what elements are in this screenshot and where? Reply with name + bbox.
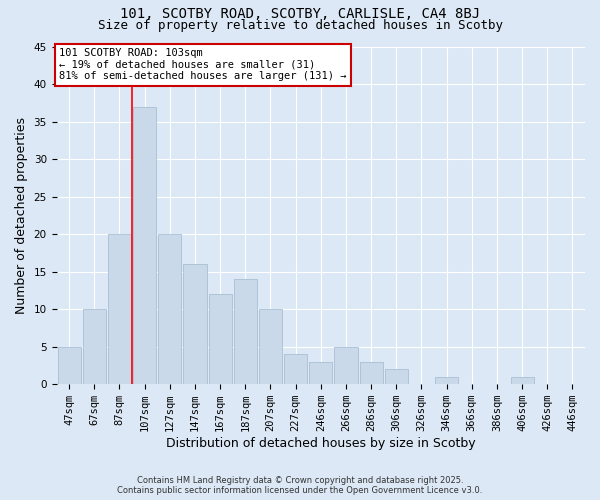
Bar — [158, 234, 181, 384]
Bar — [334, 346, 358, 384]
Bar — [359, 362, 383, 384]
Bar — [83, 309, 106, 384]
Text: Size of property relative to detached houses in Scotby: Size of property relative to detached ho… — [97, 18, 503, 32]
Bar — [209, 294, 232, 384]
Bar — [284, 354, 307, 384]
Text: 101, SCOTBY ROAD, SCOTBY, CARLISLE, CA4 8BJ: 101, SCOTBY ROAD, SCOTBY, CARLISLE, CA4 … — [120, 8, 480, 22]
Bar — [108, 234, 131, 384]
Bar — [435, 376, 458, 384]
Bar — [511, 376, 533, 384]
Y-axis label: Number of detached properties: Number of detached properties — [15, 117, 28, 314]
Text: Contains HM Land Registry data © Crown copyright and database right 2025.
Contai: Contains HM Land Registry data © Crown c… — [118, 476, 482, 495]
Bar — [309, 362, 332, 384]
Bar — [184, 264, 206, 384]
Text: 101 SCOTBY ROAD: 103sqm
← 19% of detached houses are smaller (31)
81% of semi-de: 101 SCOTBY ROAD: 103sqm ← 19% of detache… — [59, 48, 347, 82]
X-axis label: Distribution of detached houses by size in Scotby: Distribution of detached houses by size … — [166, 437, 476, 450]
Bar — [58, 346, 80, 384]
Bar — [233, 279, 257, 384]
Bar — [385, 369, 408, 384]
Bar — [259, 309, 282, 384]
Bar — [133, 106, 156, 384]
